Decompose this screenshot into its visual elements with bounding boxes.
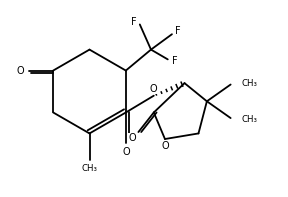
Text: F: F — [131, 17, 137, 27]
Text: O: O — [17, 66, 24, 76]
Text: O: O — [122, 147, 130, 157]
Text: O: O — [161, 141, 169, 151]
Text: F: F — [175, 26, 181, 36]
Text: O: O — [150, 84, 158, 94]
Text: O: O — [128, 133, 136, 143]
Text: CH₃: CH₃ — [241, 79, 257, 88]
Text: F: F — [172, 56, 177, 66]
Text: CH₃: CH₃ — [82, 164, 98, 173]
Text: CH₃: CH₃ — [241, 115, 257, 124]
